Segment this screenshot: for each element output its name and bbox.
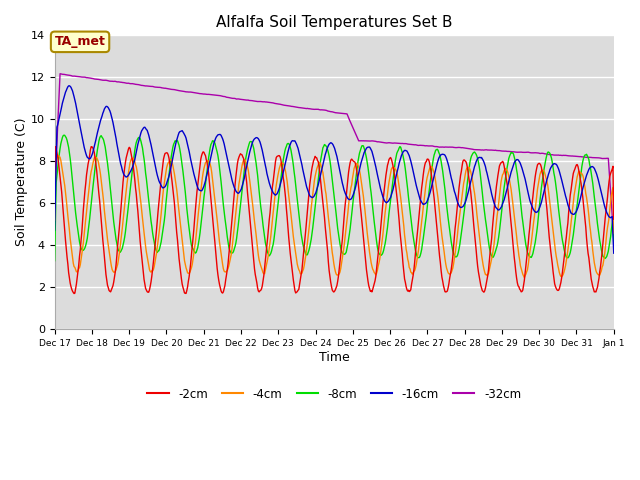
X-axis label: Time: Time — [319, 350, 349, 363]
Y-axis label: Soil Temperature (C): Soil Temperature (C) — [15, 118, 28, 246]
Text: TA_met: TA_met — [54, 36, 106, 48]
Legend: -2cm, -4cm, -8cm, -16cm, -32cm: -2cm, -4cm, -8cm, -16cm, -32cm — [143, 383, 525, 405]
Title: Alfalfa Soil Temperatures Set B: Alfalfa Soil Temperatures Set B — [216, 15, 452, 30]
